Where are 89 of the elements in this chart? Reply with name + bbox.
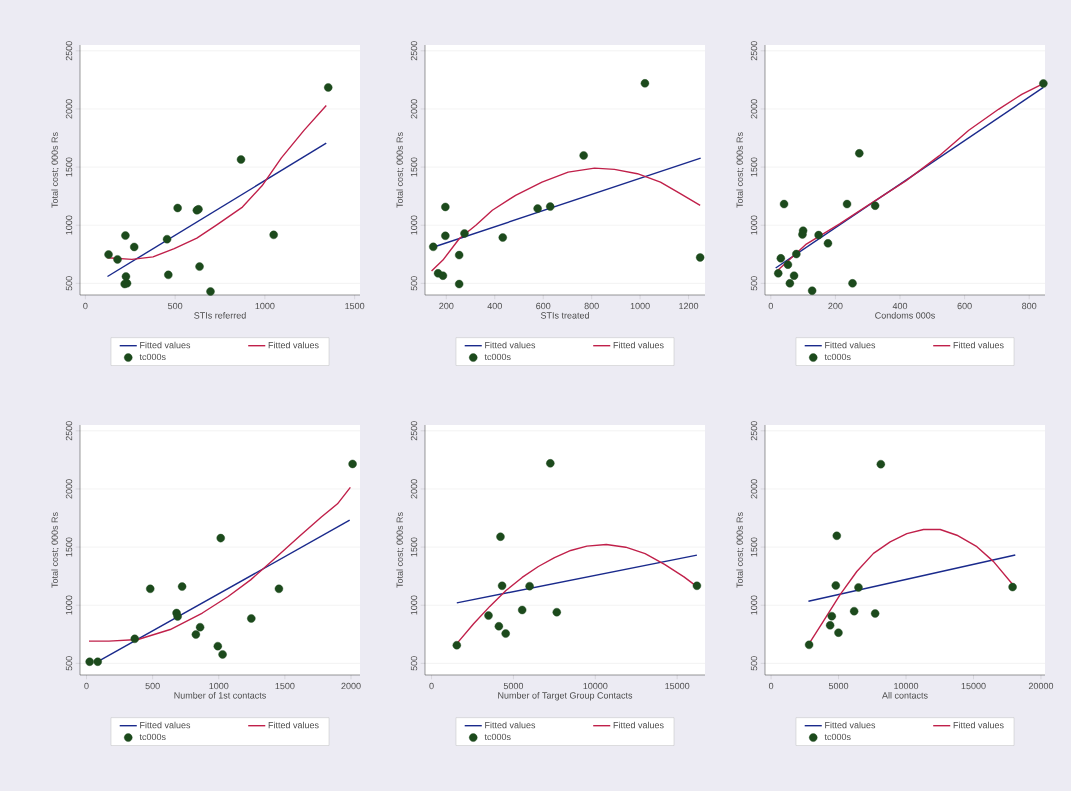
legend-label: tc000s <box>824 733 851 741</box>
x-tick-label: 600 <box>957 302 972 310</box>
legend-label: Fitted values <box>485 341 536 349</box>
x-tick-label: 5000 <box>503 682 524 690</box>
x-tick-label: 400 <box>892 302 908 310</box>
y-tick-label: 1000 <box>410 215 418 235</box>
y-tick-label: 1500 <box>750 157 758 177</box>
y-axis-title: Total cost; 000s Rs <box>736 512 744 588</box>
legend-label: Fitted values <box>613 721 664 729</box>
x-tick-label: 800 <box>584 302 599 310</box>
y-tick-label: 500 <box>750 276 758 291</box>
x-tick-label: 15000 <box>665 682 690 690</box>
y-tick-label: 1000 <box>750 215 758 235</box>
y-tick-label: 2000 <box>65 99 73 119</box>
y-tick-label: 500 <box>65 656 73 671</box>
legend-label: Fitted values <box>613 341 664 349</box>
y-tick-label: 2000 <box>410 479 418 499</box>
x-tick-label: 10000 <box>583 682 608 690</box>
y-tick-label: 2500 <box>750 41 758 61</box>
x-tick-label: 0 <box>429 682 434 690</box>
y-tick-label: 500 <box>750 656 758 671</box>
legend-label: Fitted values <box>825 721 876 729</box>
x-tick-label: 1200 <box>679 302 699 310</box>
x-tick-label: 200 <box>439 302 454 310</box>
x-tick-label: 0 <box>83 302 88 310</box>
y-axis-title: Total cost; 000s Rs <box>51 512 59 588</box>
x-tick-label: 600 <box>536 302 551 310</box>
y-tick-label: 1500 <box>65 537 73 557</box>
x-tick-label: 1000 <box>630 302 650 310</box>
y-tick-label: 2500 <box>750 421 758 441</box>
legend-label: Fitted values <box>485 721 536 729</box>
y-tick-label: 2000 <box>65 479 73 499</box>
x-tick-label: 1000 <box>255 302 275 310</box>
x-tick-label: 800 <box>1022 302 1037 310</box>
y-tick-label: 1500 <box>750 537 758 557</box>
y-tick-label: 2500 <box>65 421 73 441</box>
y-tick-label: 2500 <box>410 41 418 61</box>
legend-label: Fitted values <box>140 721 191 729</box>
y-tick-label: 500 <box>410 656 418 671</box>
x-tick-label: 500 <box>145 682 160 690</box>
x-tick-label: 0 <box>768 302 773 310</box>
x-tick-label: 200 <box>828 302 843 310</box>
y-tick-label: 2000 <box>750 99 758 119</box>
x-tick-label: 1500 <box>275 682 295 690</box>
x-tick-label: 0 <box>84 682 89 690</box>
x-tick-label: 400 <box>487 302 502 310</box>
y-tick-label: 500 <box>65 276 73 291</box>
legend-label: tc000s <box>484 353 511 361</box>
y-tick-label: 1000 <box>750 595 758 615</box>
y-axis-title: Total cost; 000s Rs <box>396 512 404 588</box>
legend-label: Fitted values <box>268 341 319 349</box>
x-axis-title: Number of 1st contacts <box>174 692 266 699</box>
x-tick-label: 15000 <box>961 682 986 690</box>
y-tick-label: 1500 <box>65 157 73 177</box>
legend-label: tc000s <box>484 733 511 741</box>
x-tick-label: 1000 <box>209 682 229 690</box>
y-tick-label: 1000 <box>410 595 418 615</box>
y-axis-title: Total cost; 000s Rs <box>396 132 404 208</box>
y-tick-label: 1500 <box>410 157 418 177</box>
y-axis-title: Total cost; 000s Rs <box>736 132 744 208</box>
x-tick-label: 10000 <box>894 682 919 690</box>
x-axis-title: STIs referred <box>194 312 246 319</box>
legend-label: Fitted values <box>268 721 319 729</box>
x-axis-title: Number of Target Group Contacts <box>498 692 633 701</box>
y-tick-label: 1000 <box>65 595 73 615</box>
y-tick-label: 1000 <box>65 215 73 235</box>
y-tick-label: 2000 <box>750 479 758 499</box>
y-tick-label: 2500 <box>65 41 73 61</box>
legend-label: Fitted values <box>825 341 876 349</box>
x-tick-label: 1500 <box>345 302 365 310</box>
x-tick-label: 0 <box>768 682 774 690</box>
x-tick-label: 2000 <box>341 682 361 690</box>
legend-label: Fitted values <box>140 341 191 349</box>
y-axis-title: Total cost; 000s Rs <box>51 132 59 208</box>
y-tick-label: 500 <box>410 276 418 291</box>
x-tick-label: 20000 <box>1028 682 1054 690</box>
x-axis-title: All contacts <box>882 692 928 699</box>
legend-label: Fitted values <box>953 721 1004 729</box>
x-tick-label: 500 <box>167 302 183 310</box>
x-tick-label: 5000 <box>828 682 849 690</box>
legend-label: tc000s <box>139 353 166 361</box>
legend-label: tc000s <box>139 733 166 741</box>
y-tick-label: 2500 <box>410 421 418 441</box>
y-tick-label: 2000 <box>410 99 418 119</box>
x-axis-title: Condoms 000s <box>875 312 935 319</box>
legend-label: Fitted values <box>953 341 1004 349</box>
legend-label: tc000s <box>824 353 851 361</box>
y-tick-label: 1500 <box>410 537 418 557</box>
x-axis-title: STIs treated <box>540 312 589 319</box>
